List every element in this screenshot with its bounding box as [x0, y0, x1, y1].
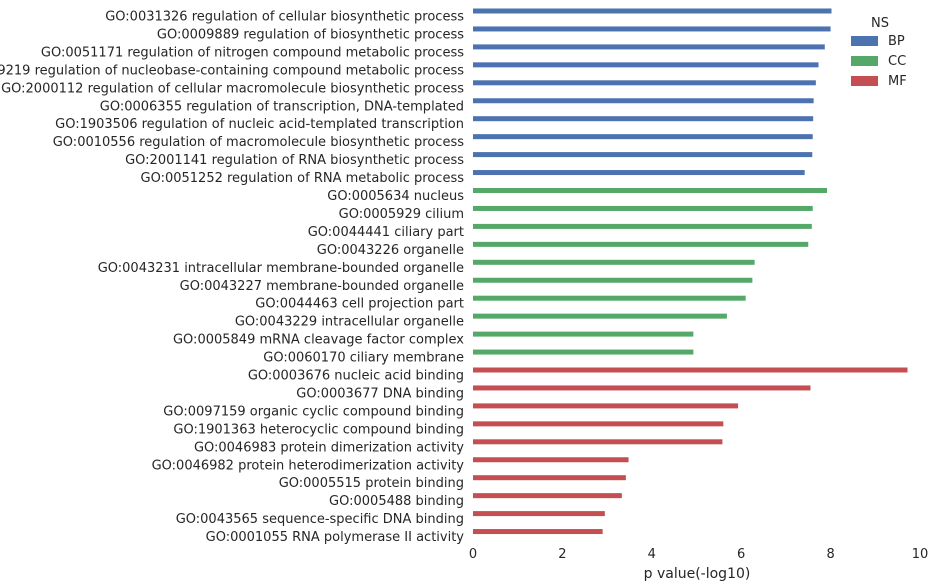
bar-mf [473, 403, 739, 409]
bar-mf [473, 367, 908, 373]
legend: NS BP CC MF [851, 16, 907, 89]
legend-label-mf: MF [888, 74, 907, 89]
bar-bp [473, 8, 832, 14]
legend-title: NS [871, 16, 889, 31]
category-label: GO:0005929 cilium [339, 207, 464, 222]
category-label: GO:0044463 cell projection part [255, 297, 464, 312]
bar-bp [473, 152, 813, 158]
bars-group [473, 8, 908, 535]
legend-label-cc: CC [888, 54, 906, 69]
bar-mf [473, 475, 626, 481]
bar-bp [473, 98, 814, 104]
category-label: GO:0019219 regulation of nucleobase-cont… [0, 63, 464, 78]
bar-bp [473, 80, 816, 86]
bar-mf [473, 529, 603, 535]
category-label: GO:2000112 regulation of cellular macrom… [1, 81, 464, 96]
category-label: GO:0046983 protein dimerization activity [194, 440, 464, 455]
bar-bp [473, 134, 813, 140]
x-axis-title: p value(-log10) [644, 566, 751, 582]
category-label: GO:0043226 organelle [317, 243, 464, 258]
x-tick-label: 4 [648, 547, 656, 562]
bar-cc [473, 205, 813, 211]
category-label: GO:2001141 regulation of RNA biosyntheti… [125, 153, 464, 168]
category-label: GO:0010556 regulation of macromolecule b… [53, 135, 464, 150]
legend-swatch-bp [851, 36, 878, 46]
bar-mf [473, 493, 622, 499]
category-label: GO:0005488 binding [329, 494, 464, 509]
bar-bp [473, 116, 814, 122]
x-tick-label: 2 [558, 547, 566, 562]
category-label: GO:0001055 RNA polymerase II activity [206, 530, 465, 545]
legend-label-bp: BP [888, 34, 905, 49]
category-label: GO:0060170 ciliary membrane [263, 351, 464, 366]
category-label: GO:0097159 organic cyclic compound bindi… [163, 404, 464, 419]
bar-bp [473, 62, 819, 68]
category-labels-group: GO:0031326 regulation of cellular biosyn… [0, 10, 464, 546]
bar-cc [473, 259, 755, 265]
category-label: GO:0043229 intracellular organelle [235, 315, 464, 330]
bar-cc [473, 349, 694, 355]
legend-swatch-mf [851, 76, 878, 86]
category-label: GO:1903506 regulation of nucleic acid-te… [55, 117, 464, 132]
bar-mf [473, 439, 723, 445]
category-label: GO:1901363 heterocyclic compound binding [173, 422, 464, 437]
bar-cc [473, 331, 694, 337]
category-label: GO:0005849 mRNA cleavage factor complex [173, 333, 464, 348]
category-label: GO:0003677 DNA binding [296, 386, 464, 401]
category-label: GO:0051252 regulation of RNA metabolic p… [141, 171, 465, 186]
bar-cc [473, 223, 812, 229]
category-label: GO:0043227 membrane-bounded organelle [180, 279, 464, 294]
category-label: GO:0044441 ciliary part [308, 225, 464, 240]
category-label: GO:0005515 protein binding [279, 476, 464, 491]
bar-mf [473, 457, 629, 463]
bar-mf [473, 385, 811, 391]
category-label: GO:0003676 nucleic acid binding [248, 369, 464, 384]
category-label: GO:0043565 sequence-specific DNA binding [176, 512, 464, 527]
bar-mf [473, 511, 605, 517]
x-tick-label: 8 [826, 547, 834, 562]
bar-mf [473, 421, 724, 427]
bar-bp [473, 26, 831, 32]
bar-bp [473, 170, 805, 176]
bar-cc [473, 241, 809, 247]
x-axis-ticks-group: 0 2 4 6 8 10 [469, 547, 928, 562]
bar-cc [473, 295, 746, 301]
category-label: GO:0043231 intracellular membrane-bounde… [98, 261, 464, 276]
category-label: GO:0005634 nucleus [327, 189, 464, 204]
bar-bp [473, 44, 825, 50]
legend-swatch-cc [851, 56, 878, 66]
category-label: GO:0009889 regulation of biosynthetic pr… [157, 27, 464, 42]
x-tick-label: 6 [737, 547, 745, 562]
category-label: GO:0031326 regulation of cellular biosyn… [105, 10, 464, 25]
bar-cc [473, 277, 753, 283]
category-label: GO:0051171 regulation of nitrogen compou… [41, 45, 464, 60]
x-tick-label: 0 [469, 547, 477, 562]
bar-cc [473, 188, 828, 193]
bar-cc [473, 313, 727, 319]
category-label: GO:0046982 protein heterodimerization ac… [152, 458, 465, 473]
category-label: GO:0006355 regulation of transcription, … [100, 99, 464, 114]
x-tick-label: 10 [912, 547, 929, 562]
